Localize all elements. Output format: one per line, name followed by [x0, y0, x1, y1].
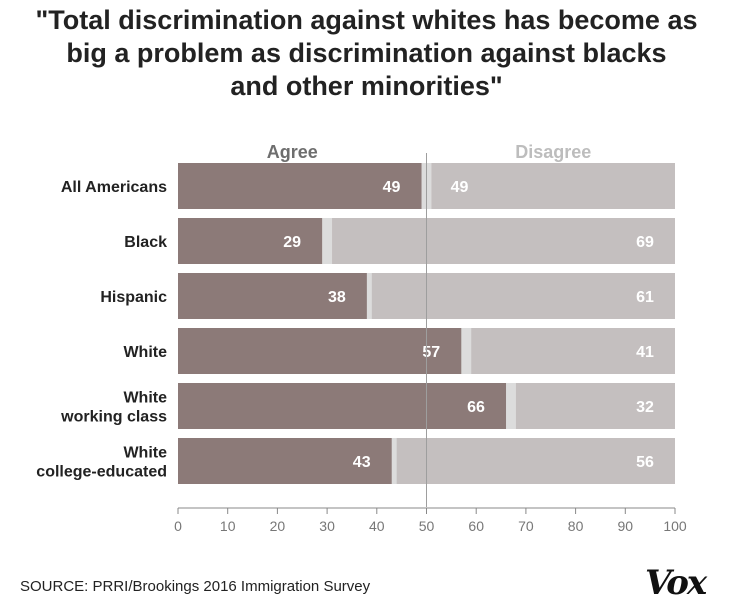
bar-agree	[178, 383, 507, 429]
value-label-agree: 49	[383, 179, 401, 196]
bar-disagree	[471, 328, 675, 374]
bar-disagree	[371, 273, 675, 319]
bar-disagree	[431, 163, 675, 209]
bar-disagree	[396, 438, 675, 484]
bar-agree	[178, 218, 323, 264]
bar-disagree	[332, 218, 675, 264]
category-label: working class	[60, 409, 167, 426]
bar-disagree	[515, 383, 675, 429]
x-tick-label: 70	[518, 518, 534, 534]
value-label-agree: 29	[283, 234, 301, 251]
value-label-disagree: 41	[636, 344, 654, 361]
category-label: Black	[124, 234, 167, 251]
chart-title: "Total discrimination against whites has…	[0, 4, 733, 103]
value-label-disagree: 49	[451, 179, 469, 196]
chart-title-line-1: "Total discrimination against whites has…	[35, 5, 698, 35]
x-tick-label: 100	[663, 518, 687, 534]
value-label-agree: 38	[328, 289, 346, 306]
category-label: White	[123, 390, 167, 407]
x-tick-label: 40	[369, 518, 385, 534]
x-tick-label: 60	[468, 518, 484, 534]
source-note: SOURCE: PRRI/Brookings 2016 Immigration …	[20, 578, 371, 595]
bar-agree	[178, 328, 462, 374]
chart-title-line-2: big a problem as discrimination against …	[66, 38, 667, 68]
value-label-disagree: 69	[636, 234, 654, 251]
value-label-agree: 57	[422, 344, 440, 361]
legend-agree: Agree	[267, 142, 318, 162]
x-tick-label: 30	[319, 518, 335, 534]
legend-disagree: Disagree	[515, 142, 591, 162]
bar-agree	[178, 163, 422, 209]
x-tick-label: 80	[568, 518, 584, 534]
chart-title-line-3: and other minorities"	[230, 71, 503, 101]
x-tick-label: 20	[270, 518, 286, 534]
x-tick-label: 50	[419, 518, 435, 534]
value-label-disagree: 32	[636, 399, 654, 416]
value-label-disagree: 61	[636, 289, 654, 306]
value-label-disagree: 56	[636, 454, 654, 471]
bar-agree	[178, 438, 392, 484]
category-label: White	[123, 445, 167, 462]
vox-logo: Vox	[645, 563, 707, 603]
category-label: college-educated	[36, 464, 167, 481]
category-label: Hispanic	[100, 289, 167, 306]
x-tick-label: 10	[220, 518, 236, 534]
category-label: White	[123, 344, 167, 361]
x-tick-label: 0	[174, 518, 182, 534]
value-label-agree: 66	[467, 399, 485, 416]
bar-agree	[178, 273, 367, 319]
x-tick-label: 90	[618, 518, 634, 534]
category-label: All Americans	[61, 179, 167, 196]
value-label-agree: 43	[353, 454, 371, 471]
